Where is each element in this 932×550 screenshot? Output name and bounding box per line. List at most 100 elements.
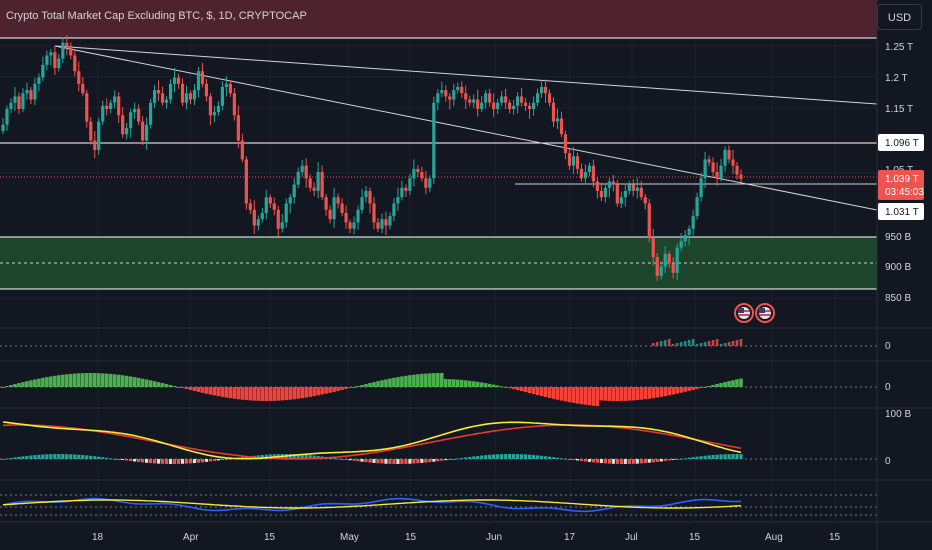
candle-body	[444, 90, 448, 97]
histogram-bar	[33, 379, 37, 387]
oscillator-bar	[21, 456, 25, 459]
histogram-bar	[320, 387, 324, 395]
histogram-bar	[615, 387, 620, 401]
histogram-bar	[396, 377, 400, 387]
histogram-bar	[268, 387, 273, 401]
time-tick: Aug	[765, 532, 783, 543]
histogram-bar	[499, 386, 504, 388]
oscillator-bar	[492, 454, 496, 459]
histogram-bar	[65, 374, 69, 387]
candle-body	[440, 90, 444, 94]
candle-body	[192, 90, 197, 100]
histogram-bar	[260, 387, 265, 401]
candle-body	[703, 159, 707, 179]
histogram-bar	[372, 382, 376, 387]
trendline-lower[interactable]	[54, 45, 878, 211]
histogram-bar	[21, 382, 25, 387]
histogram-bar	[384, 379, 388, 387]
candle-body	[428, 178, 432, 188]
histogram-bar	[224, 387, 229, 398]
oscillator-bar	[460, 457, 464, 459]
price-axis[interactable]: 1.25 T 1.2 T 1.15 T 1.05 T 950 B 900 B 8…	[878, 42, 924, 467]
histogram-bar	[312, 387, 316, 397]
candle-body	[348, 222, 352, 229]
price-label-1031: 1.031 T	[885, 207, 919, 218]
candle-body	[109, 102, 113, 109]
oscillator-bar	[164, 459, 169, 464]
histogram-bar	[579, 387, 584, 405]
time-tick: Apr	[183, 532, 199, 543]
oscillator-bar	[33, 455, 37, 459]
oscillator-bar	[85, 455, 89, 459]
histogram-bar	[352, 386, 356, 388]
oscillator-bar	[200, 459, 205, 463]
oscillator-bar	[516, 454, 520, 459]
candle-body	[667, 253, 671, 264]
us-flag-icon[interactable]	[755, 303, 775, 323]
histogram-bar	[116, 374, 121, 387]
candle-body	[671, 263, 675, 273]
oscillator-bar	[699, 456, 703, 459]
histogram-bar	[100, 373, 105, 387]
candle-body	[336, 197, 340, 204]
candle-body	[156, 90, 161, 94]
histogram-bar	[503, 387, 508, 388]
candle-body	[571, 156, 576, 166]
histogram-bar	[432, 373, 436, 387]
oscillator-bar	[25, 455, 29, 459]
candle-body	[244, 159, 248, 204]
histogram-bar	[192, 387, 197, 391]
candle-body	[172, 77, 177, 84]
histogram-bar	[136, 377, 141, 387]
histogram-bar	[559, 387, 564, 401]
candle-body	[583, 172, 588, 179]
volume-bar	[707, 341, 711, 346]
histogram-bar	[723, 382, 727, 387]
oscillator-bar	[727, 454, 731, 459]
candle-body	[188, 93, 193, 100]
oscillator-bar	[603, 459, 607, 464]
candle-body	[587, 165, 592, 172]
candle-body	[29, 90, 33, 100]
histogram-bar	[13, 384, 17, 387]
oscillator-bar	[715, 454, 719, 459]
candle-body	[547, 93, 552, 103]
candle-body	[651, 238, 655, 258]
candle-body	[77, 71, 81, 84]
candle-body	[160, 93, 165, 103]
oscillator-bar	[41, 454, 45, 459]
trendline-upper[interactable]	[54, 45, 878, 105]
histogram-bar	[643, 387, 648, 400]
candle-body	[619, 197, 623, 204]
histogram-bar	[691, 387, 695, 390]
histogram-bar	[631, 387, 636, 401]
candle-body	[555, 118, 560, 122]
candle-body	[53, 52, 57, 69]
oscillator-bar	[675, 459, 679, 460]
volume-bar	[731, 341, 735, 346]
candle-body	[396, 197, 400, 204]
histogram-bar	[88, 373, 93, 387]
us-flag-icon[interactable]	[734, 303, 754, 323]
oscillator-bar	[504, 454, 508, 459]
volume-bar	[671, 344, 675, 346]
candle-body	[232, 93, 236, 116]
histogram-bar	[132, 377, 137, 387]
oscillator-bar	[9, 457, 13, 459]
oscillator-bar	[452, 459, 456, 460]
time-axis[interactable]: 18 Apr 15 May 15 Jun 17 Jul 15 Aug 15	[92, 532, 841, 543]
histogram-bar	[240, 387, 245, 400]
oscillator-zero-label: 0	[885, 456, 891, 467]
histogram-bar	[515, 387, 520, 391]
histogram-bar	[639, 387, 644, 400]
oscillator-bar	[156, 459, 161, 464]
oscillator-bar	[444, 459, 448, 461]
currency-button[interactable]: USD	[877, 4, 922, 30]
candle-body	[492, 102, 496, 109]
volume-bar	[659, 341, 663, 346]
oscillator-bar	[531, 454, 536, 459]
volume-bar	[735, 340, 739, 346]
oscillator-bar	[29, 455, 33, 459]
histogram-bar	[679, 387, 683, 393]
